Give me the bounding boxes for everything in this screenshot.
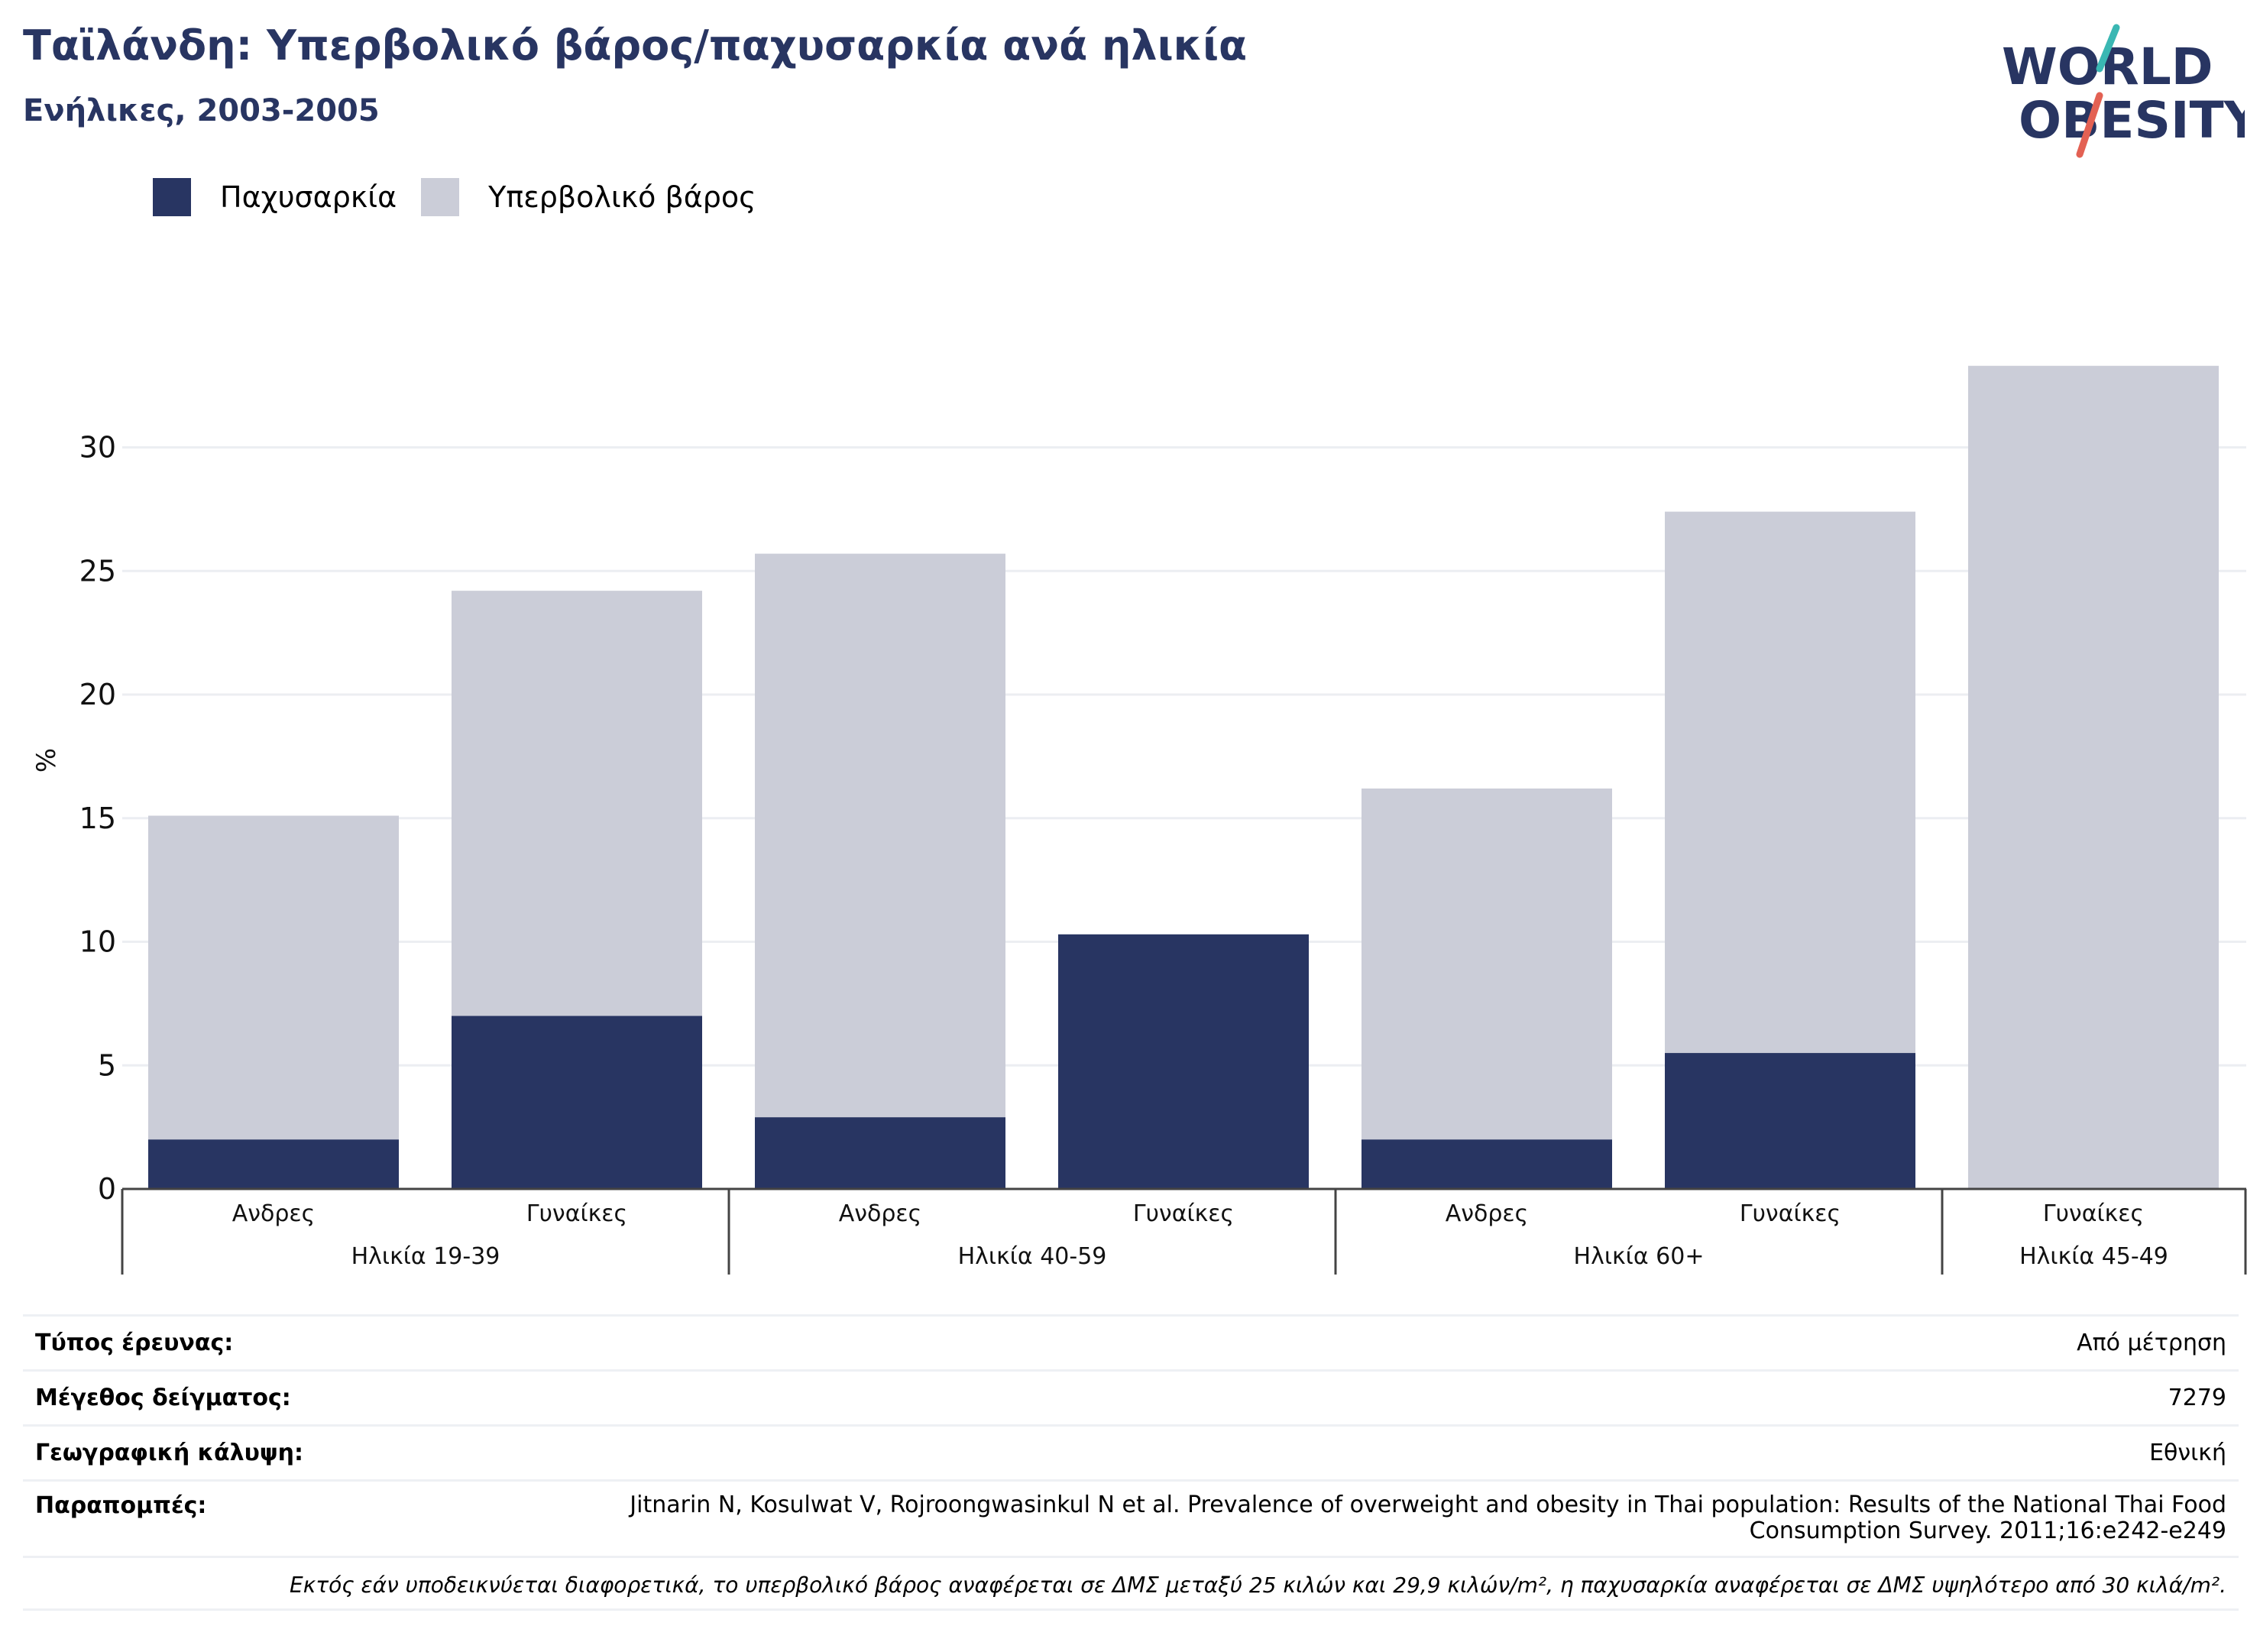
logo-line2: OBESITY: [2019, 91, 2245, 150]
logo-slash-red: [2076, 92, 2103, 158]
bar-obesity: [1058, 934, 1309, 1189]
y-tick-label: 15: [79, 802, 116, 835]
info-value: Εθνική: [2149, 1440, 2226, 1466]
info-row-coverage: Γεωγραφική κάλυψη: Εθνική: [23, 1424, 2239, 1479]
legend-item-obesity: Παχυσαρκία: [153, 178, 397, 216]
x-tick-label: Ανδρες: [1446, 1200, 1529, 1227]
chart-subtitle: Ενήλικες, 2003-2005: [23, 93, 380, 128]
y-axis-label: %: [31, 748, 62, 773]
info-key: Γεωγραφική κάλυψη:: [35, 1440, 304, 1466]
survey-info-table: Τύπος έρευνας: Από μέτρηση Μέγεθος δείγμ…: [23, 1314, 2239, 1611]
x-tick-label: Γυναίκες: [2043, 1200, 2144, 1227]
world-obesity-logo: WORLD OBESITY: [2002, 24, 2245, 158]
legend-label-overweight: Υπερβολικό βάρος: [488, 180, 756, 214]
y-tick-label: 20: [79, 678, 116, 711]
bar-overweight: [1362, 788, 1612, 1140]
y-tick-label: 30: [79, 431, 116, 465]
y-tick-label: 10: [79, 925, 116, 959]
chart-title: Ταϊλάνδη: Υπερβολικό βάρος/παχυσαρκία αν…: [23, 21, 1248, 70]
info-value: Jitnarin N, Kosulwat V, Rojroongwasinkul…: [630, 1492, 2226, 1544]
chart-legend: Παχυσαρκία Υπερβολικό βάρος: [153, 174, 780, 220]
logo-slash-teal: [2096, 24, 2120, 73]
bar-obesity: [755, 1117, 1005, 1189]
info-key: Τύπος έρευνας:: [35, 1330, 234, 1356]
info-value: 7279: [2168, 1385, 2226, 1411]
legend-label-obesity: Παχυσαρκία: [220, 180, 397, 214]
bar-overweight: [755, 553, 1005, 1118]
info-row-sample-size: Μέγεθος δείγματος: 7279: [23, 1369, 2239, 1424]
bar-overweight: [1665, 511, 1915, 1054]
legend-item-overweight: Υπερβολικό βάρος: [421, 178, 756, 216]
y-tick-label: 0: [98, 1172, 116, 1206]
footnote: Εκτός εάν υποδεικνύεται διαφορετικά, το …: [23, 1556, 2239, 1611]
x-tick-label: Ανδρες: [839, 1200, 922, 1227]
info-key: Παραπομπές:: [35, 1492, 207, 1519]
group-label: Ηλικία 19-39: [351, 1243, 500, 1270]
legend-swatch-overweight: [421, 178, 460, 216]
bar-overweight: [1968, 365, 2219, 1189]
y-tick-label: 25: [79, 554, 116, 588]
x-tick-label: Γυναίκες: [1740, 1200, 1841, 1227]
x-tick-label: Γυναίκες: [1133, 1200, 1234, 1227]
bar-obesity: [452, 1015, 702, 1189]
info-row-survey-type: Τύπος έρευνας: Από μέτρηση: [23, 1314, 2239, 1369]
legend-swatch-obesity: [153, 178, 191, 216]
x-tick-label: Γυναίκες: [526, 1200, 627, 1227]
bar-obesity: [1362, 1139, 1612, 1189]
bar-obesity: [1665, 1053, 1915, 1189]
group-label: Ηλικία 60+: [1574, 1243, 1705, 1270]
info-row-references: Παραπομπές: Jitnarin N, Kosulwat V, Rojr…: [23, 1479, 2239, 1556]
group-label: Ηλικία 40-59: [958, 1243, 1107, 1270]
group-label: Ηλικία 45-49: [2019, 1243, 2168, 1270]
info-value: Από μέτρηση: [2077, 1330, 2226, 1356]
stacked-bar-chart: 0 5 10 15 20 25 30% Ανδρες Γυναίκες Ανδρες Γυναίκε…: [31, 365, 2247, 1275]
y-tick-label: 5: [98, 1048, 116, 1082]
bar-overweight: [148, 815, 399, 1140]
bar-overweight: [452, 591, 702, 1016]
x-tick-label: Ανδρες: [232, 1200, 316, 1227]
info-key: Μέγεθος δείγματος:: [35, 1385, 291, 1411]
bar-obesity: [148, 1139, 399, 1189]
